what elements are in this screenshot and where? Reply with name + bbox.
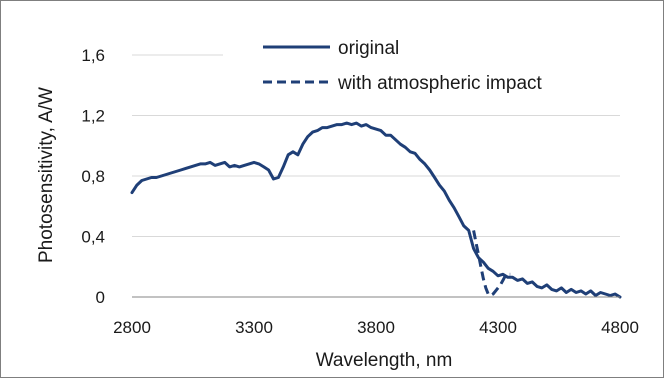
legend-label-original: original bbox=[338, 38, 399, 59]
y-tick-label: 0,8 bbox=[81, 167, 105, 186]
y-tick-labels: 0 0,4 0,8 1,2 1,6 bbox=[81, 46, 105, 307]
legend-box bbox=[223, 29, 643, 104]
x-tick-label: 2800 bbox=[113, 318, 151, 337]
y-tick-label: 0,4 bbox=[81, 228, 105, 247]
series-line-original bbox=[130, 121, 622, 299]
y-tick-label: 0 bbox=[96, 288, 105, 307]
y-tick-label: 1,2 bbox=[81, 107, 105, 126]
x-axis-label: Wavelength, nm bbox=[316, 350, 453, 371]
series-line-atmospheric bbox=[472, 230, 511, 297]
x-tick-labels: 2800 3300 3800 4300 4800 bbox=[113, 318, 639, 337]
y-tick-label: 1,6 bbox=[81, 46, 105, 65]
x-tick-label: 4300 bbox=[479, 318, 517, 337]
legend: original with atmospheric impact bbox=[223, 29, 643, 104]
x-tick-label: 3300 bbox=[235, 318, 273, 337]
series-lines bbox=[130, 121, 622, 299]
legend-label-atmospheric: with atmospheric impact bbox=[337, 73, 543, 94]
y-axis-label: Photosensitivity, A/W bbox=[36, 87, 57, 263]
x-tick-label: 3800 bbox=[357, 318, 395, 337]
x-tick-label: 4800 bbox=[601, 318, 639, 337]
